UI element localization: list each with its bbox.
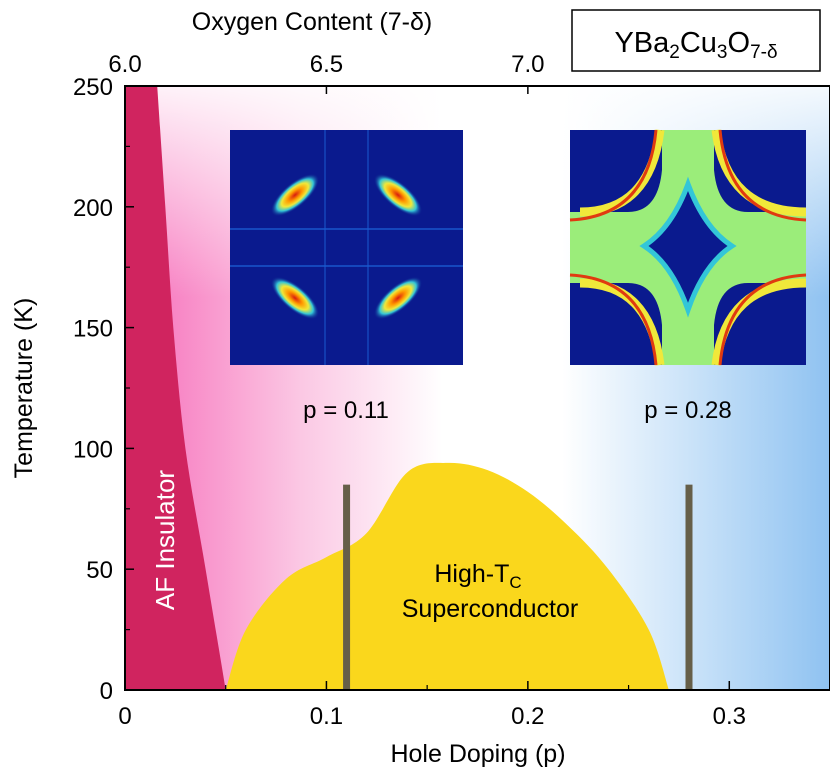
arpes-map-underdoped-inset: [230, 130, 463, 365]
y-tick-label: 200: [73, 195, 113, 222]
af-insulator-label: AF Insulator: [150, 470, 180, 611]
superconductor-label-sub: C: [509, 573, 521, 592]
x-axis-ticks: 0 0.1 0.2 0.3: [118, 681, 746, 730]
y-tick-label: 150: [73, 316, 113, 343]
x-tick-label: 0.1: [310, 703, 343, 730]
top-axis-ticks: 6.0 6.5 7.0: [108, 51, 545, 94]
top-axis-label: Oxygen Content (7-δ): [192, 8, 432, 36]
af-insulator-region: [125, 86, 226, 690]
doping-marker-p028: [685, 484, 693, 690]
superconductor-dome-region: [225, 462, 669, 690]
x-tick-label: 0.3: [713, 703, 746, 730]
y-axis-ticks: 0 50 100 150 200 250: [73, 74, 134, 705]
top-tick-label: 7.0: [511, 51, 544, 78]
top-tick-label: 6.5: [310, 51, 343, 78]
superconductor-label-main: High-T: [434, 560, 509, 588]
inset-label-p028: p = 0.28: [644, 397, 731, 424]
y-tick-label: 0: [100, 678, 113, 705]
y-tick-label: 100: [73, 436, 113, 463]
superconductor-label-line2: Superconductor: [402, 595, 579, 623]
inset-label-p011: p = 0.11: [303, 397, 389, 424]
x-tick-label: 0.2: [511, 703, 544, 730]
x-axis-label: Hole Doping (p): [390, 740, 565, 768]
y-axis-label: Temperature (K): [10, 298, 38, 479]
compound-label-box: YBa2Cu3O7-δ: [571, 9, 821, 72]
y-tick-label: 50: [86, 557, 113, 584]
y-tick-label: 250: [73, 74, 113, 101]
compound-formula: YBa2Cu3O7-δ: [614, 27, 777, 63]
x-tick-label: 0: [118, 703, 131, 730]
fermi-surface-overdoped-inset: [569, 129, 807, 366]
top-tick-label: 6.0: [108, 51, 141, 78]
doping-marker-p011: [343, 484, 351, 690]
superconductor-label-line1: High-TC: [434, 560, 521, 592]
